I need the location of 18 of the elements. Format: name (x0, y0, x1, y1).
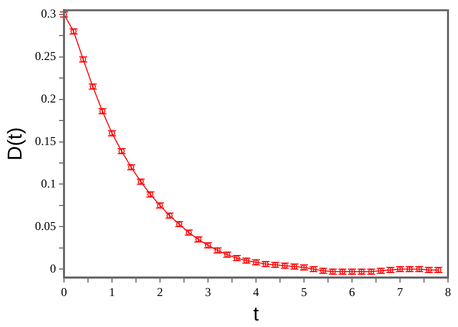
x-tick-label: 0 (61, 284, 67, 299)
y-tick-label: 0.15 (35, 134, 56, 148)
x-tick-label: 6 (349, 284, 355, 299)
x-tick-label: 7 (397, 284, 403, 299)
x-tick-label: 3 (205, 284, 211, 299)
y-tick-label: 0.05 (35, 218, 56, 233)
x-tick-label: 5 (301, 284, 307, 299)
y-tick-label: 0.3 (41, 6, 56, 21)
x-tick-label: 1 (109, 284, 115, 299)
x-axis-title: t (253, 304, 260, 326)
y-tick-label: 0 (50, 261, 56, 276)
x-tick-label: 2 (157, 284, 163, 299)
y-tick-label: 0.2 (41, 91, 56, 106)
y-tick-label: 0.25 (35, 49, 56, 64)
y-axis-title: D(t) (4, 127, 27, 161)
x-tick-label: 8 (445, 284, 451, 299)
y-tick-label: 0.1 (41, 176, 56, 190)
x-tick-label: 4 (253, 284, 259, 299)
